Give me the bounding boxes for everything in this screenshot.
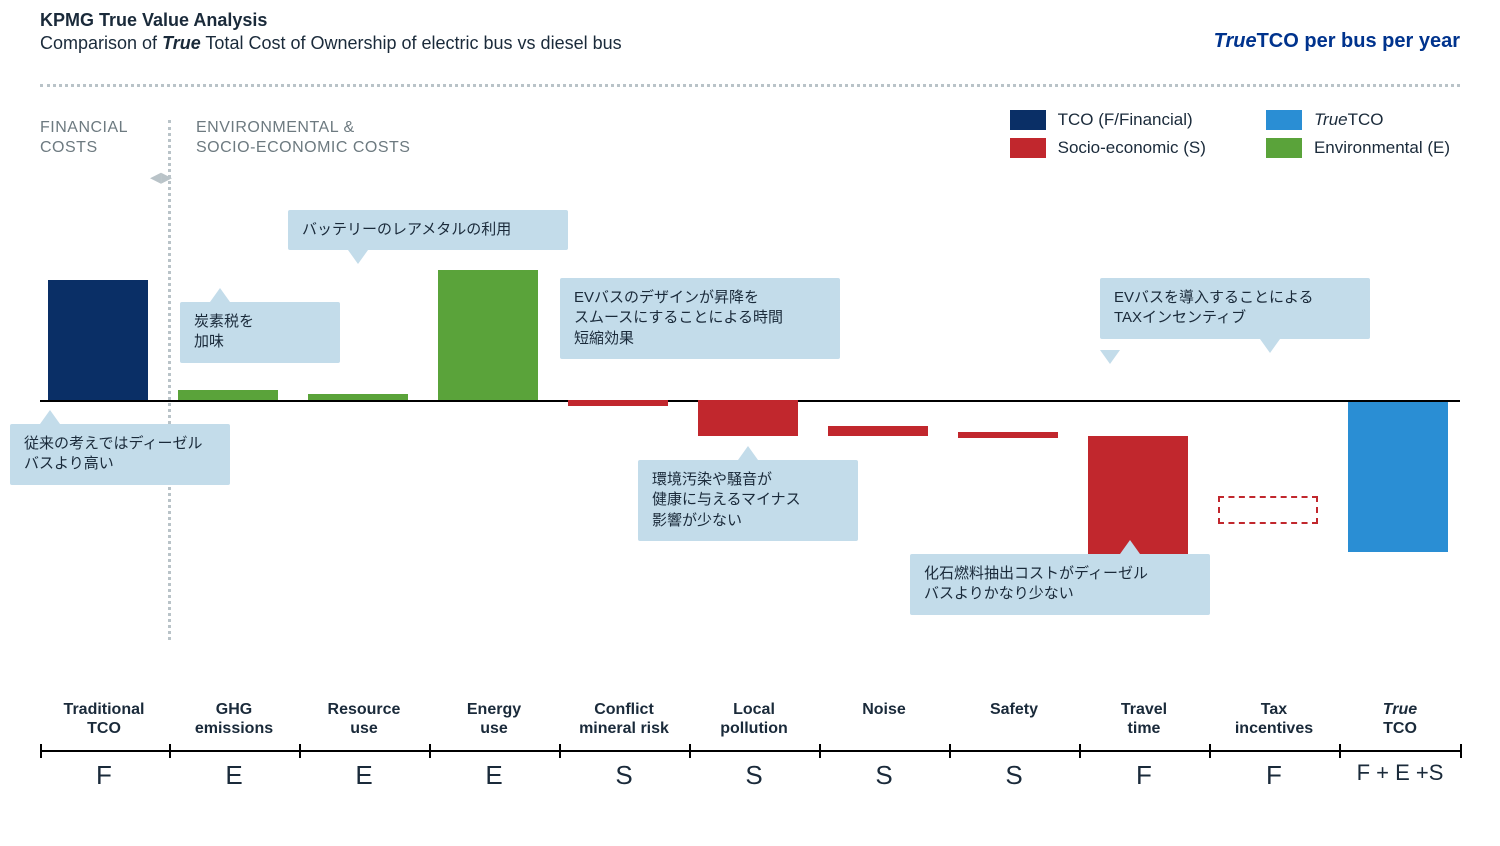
callout-c3: バッテリーのレアメタルの利用 <box>288 210 568 250</box>
x-label-bottom: S <box>944 760 1084 791</box>
x-tick <box>169 744 171 758</box>
x-tick <box>1079 744 1081 758</box>
x-label-bottom: F <box>1204 760 1344 791</box>
title2-italic: True <box>162 33 201 53</box>
callout-tail <box>1120 540 1140 554</box>
bar-rect <box>828 426 928 436</box>
x-label-bottom: F <box>1074 760 1214 791</box>
x-tick <box>1209 744 1211 758</box>
title-line-1: KPMG True Value Analysis <box>40 10 1460 31</box>
callout-c7: EVバスを導入することによる TAXインセンティブ <box>1100 278 1370 339</box>
callout-c5: 環境汚染や騒音が 健康に与えるマイナス 影響が少ない <box>638 460 858 541</box>
bar-rect <box>568 400 668 406</box>
bar-rect <box>1348 402 1448 552</box>
waterfall-chart: 従来の考えではディーゼル バスより高い炭素税を 加味バッテリーのレアメタルの利用… <box>40 120 1460 640</box>
x-label-top: GHG emissions <box>164 700 304 738</box>
x-tick <box>40 744 42 758</box>
bar-rect <box>178 390 278 400</box>
bar-rect <box>438 270 538 400</box>
x-tick <box>429 744 431 758</box>
vertical-dotted-divider <box>168 120 171 640</box>
x-label-top: Tax incentives <box>1204 700 1344 738</box>
x-tick <box>1339 744 1341 758</box>
callout-tail <box>40 410 60 424</box>
dashed-box-tax_incentives <box>1218 496 1318 524</box>
x-tick <box>689 744 691 758</box>
x-label-bottom: F + E +S <box>1330 760 1470 786</box>
x-label-top: Travel time <box>1074 700 1214 738</box>
title2-suffix: Total Cost of Ownership of electric bus … <box>201 33 622 53</box>
x-tick <box>299 744 301 758</box>
callout-tail <box>738 446 758 460</box>
x-label-top: Traditional TCO <box>34 700 174 738</box>
x-tick <box>559 744 561 758</box>
bar-rect <box>698 400 798 436</box>
callout-tail <box>1100 350 1120 364</box>
bar-rect <box>958 432 1058 438</box>
bar-rect <box>308 394 408 400</box>
x-label-top: Energy use <box>424 700 564 738</box>
bar-rect <box>48 280 148 400</box>
callout-tail <box>348 250 368 264</box>
callout-c6: 化石燃料抽出コストがディーゼル バスよりかなり少ない <box>910 554 1210 615</box>
x-label-top: Conflict mineral risk <box>554 700 694 738</box>
x-label-top: Resource use <box>294 700 434 738</box>
x-label-bottom: E <box>424 760 564 791</box>
x-label-top: True TCO <box>1330 700 1470 738</box>
callout-c2: 炭素税を 加味 <box>180 302 340 363</box>
x-label-bottom: F <box>34 760 174 791</box>
title-right: TrueTCO per bus per year <box>1214 30 1460 53</box>
callout-c1: 従来の考えではディーゼル バスより高い <box>10 424 230 485</box>
horizontal-dotted-divider <box>40 84 1460 87</box>
title-right-suffix: TCO per bus per year <box>1257 30 1460 52</box>
callout-tail <box>1260 339 1280 353</box>
x-label-bottom: E <box>294 760 434 791</box>
x-tick <box>949 744 951 758</box>
x-label-top: Local pollution <box>684 700 824 738</box>
x-tick <box>1460 744 1462 758</box>
x-label-top: Safety <box>944 700 1084 719</box>
x-axis-line <box>40 750 1460 752</box>
title-right-italic: True <box>1214 30 1257 52</box>
x-label-top: Noise <box>814 700 954 719</box>
x-label-bottom: S <box>554 760 694 791</box>
x-label-bottom: S <box>684 760 824 791</box>
callout-tail <box>210 288 230 302</box>
x-tick <box>819 744 821 758</box>
x-label-bottom: S <box>814 760 954 791</box>
title2-prefix: Comparison of <box>40 33 162 53</box>
bar-rect <box>1088 436 1188 556</box>
callout-c4: EVバスのデザインが昇降を スムースにすることによる時間 短縮効果 <box>560 278 840 359</box>
x-label-bottom: E <box>164 760 304 791</box>
